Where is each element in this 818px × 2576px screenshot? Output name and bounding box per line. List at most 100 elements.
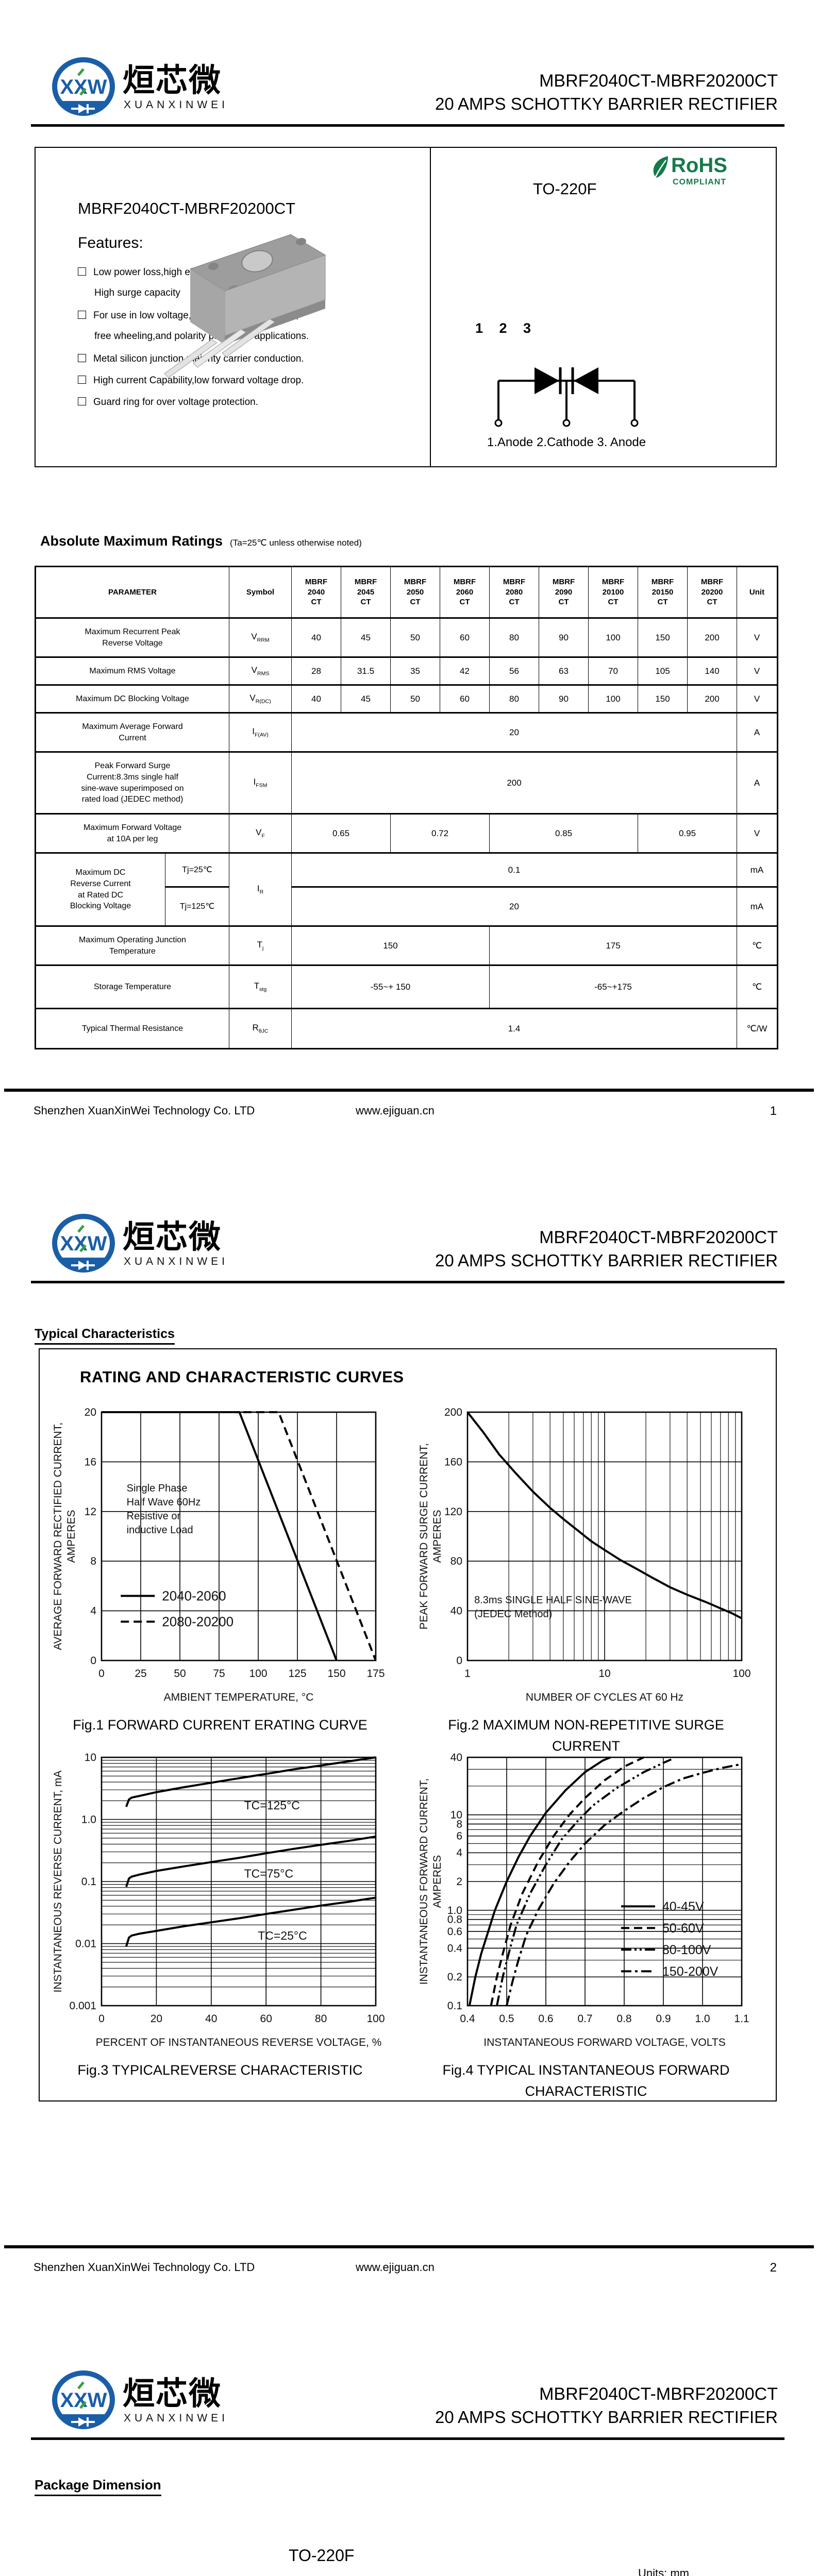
brand-logo-icon: XXW <box>52 1214 115 1273</box>
svg-text:PERCENT OF INSTANTANEOUS REVER: PERCENT OF INSTANTANEOUS REVERSE VOLTAGE… <box>96 2037 382 2048</box>
part-number-title: MBRF2040CT-MBRF20200CT <box>539 1228 778 1247</box>
table-cell: Maximum Average Forward Current <box>35 712 229 753</box>
units-label: Units: mm <box>638 2567 689 2576</box>
typical-characteristics-heading: Typical Characteristics <box>35 1327 175 1345</box>
svg-text:AMPERES: AMPERES <box>431 1510 443 1563</box>
checkbox-icon <box>78 397 86 405</box>
svg-text:200: 200 <box>444 1406 462 1418</box>
table-cell: 60 <box>440 617 490 658</box>
table-cell: Maximum DC Blocking Voltage <box>35 684 229 714</box>
footer-rule <box>4 1089 814 1092</box>
footer-website-link[interactable]: www.ejiguan.cn <box>356 2261 435 2274</box>
svg-text:160: 160 <box>444 1456 462 1468</box>
svg-text:1.0: 1.0 <box>81 1814 96 1826</box>
table-cell: 150 <box>638 617 688 658</box>
table-cell: VRRM <box>229 617 292 658</box>
table-cell: 80 <box>489 684 539 714</box>
curves-box-title: RATING AND CHARACTERISTIC CURVES <box>80 1368 404 1386</box>
page-2: XXW 烜芯微 XUANXINWEI MBRF2040CT-MBRF20200C… <box>0 1157 818 2313</box>
table-cell: ℃ <box>737 964 778 1009</box>
svg-text:0.5: 0.5 <box>499 2013 514 2025</box>
svg-text:0.4: 0.4 <box>447 1942 463 1954</box>
table-cell: 40 <box>291 617 341 658</box>
rohs-leaf-icon <box>653 156 668 178</box>
svg-text:AMPERES: AMPERES <box>65 1510 77 1563</box>
table-cell: VR(DC) <box>229 684 292 714</box>
svg-text:1.0: 1.0 <box>695 2013 710 2025</box>
absolute-maximum-ratings-table: PARAMETER Symbol MBRF 2040 CT MBRF 2045 CT M… <box>35 566 778 1049</box>
svg-text:75: 75 <box>213 1668 225 1680</box>
svg-text:0: 0 <box>456 1655 462 1667</box>
fig3-chart: 0 20 40 60 80 100 0.001 0.01 0.1 1.0 10 TC=125°C TC=… <box>52 1752 385 2048</box>
svg-text:40: 40 <box>450 1752 462 1764</box>
ratings-title-text: Absolute Maximum Ratings <box>40 533 223 549</box>
svg-text:10: 10 <box>85 1752 96 1764</box>
svg-text:0.6: 0.6 <box>538 2013 553 2025</box>
rohs-text: RoHS <box>671 154 727 177</box>
table-cell: V <box>737 684 778 714</box>
footer-website-link[interactable]: www.ejiguan.cn <box>356 1104 435 1117</box>
table-cell: 0.1 <box>291 852 737 888</box>
table-cell: Maximum Operating Junction Temperature <box>35 925 229 966</box>
svg-text:60: 60 <box>260 2013 272 2025</box>
figure-2: 1 10 100 0 40 80 120 160 200 8.3ms SINGLE HALF SI… <box>416 1401 756 1756</box>
table-cell: 70 <box>588 656 638 686</box>
svg-text:2080-20200: 2080-20200 <box>162 1614 233 1630</box>
ratings-title: Absolute Maximum Ratings (Ta=25℃ unless o… <box>40 533 362 549</box>
svg-text:AMBIENT TEMPERATURE, °C: AMBIENT TEMPERATURE, °C <box>164 1691 314 1703</box>
svg-text:INSTANTANEOUS REVERSE CURRENT,: INSTANTANEOUS REVERSE CURRENT, mA <box>52 1771 64 1993</box>
svg-text:0.7: 0.7 <box>577 2013 592 2025</box>
table-cell: -65~+175 <box>489 964 737 1009</box>
svg-text:50-60V: 50-60V <box>662 1921 704 1936</box>
svg-text:0.2: 0.2 <box>447 1971 462 1983</box>
svg-text:2: 2 <box>456 1876 462 1888</box>
svg-text:40: 40 <box>450 1605 462 1617</box>
svg-text:Single Phase: Single Phase <box>127 1483 188 1494</box>
svg-text:0: 0 <box>98 2013 105 2025</box>
table-cell: 0.95 <box>638 813 737 854</box>
table-cell: 140 <box>687 656 737 686</box>
brand-name-en: XUANXINWEI <box>124 1256 229 1267</box>
brand-name-cn: 烜芯微 <box>123 1219 222 1255</box>
table-cell: 40 <box>291 684 341 714</box>
svg-text:PEAK FORWARD SURGE CURRENT,: PEAK FORWARD SURGE CURRENT, <box>418 1443 430 1630</box>
table-cell: 105 <box>638 656 688 686</box>
table-cell: RθJC <box>229 1008 292 1049</box>
svg-text:AVERAGE FORWARD RECTIFIED CURR: AVERAGE FORWARD RECTIFIED CURRENT, <box>52 1422 64 1650</box>
fig2-caption: Fig.2 MAXIMUM NON-REPETITIVE SURGE CURRE… <box>448 1717 724 1754</box>
table-header-cell: MBRF 20200 CT <box>687 566 737 619</box>
checkbox-icon <box>78 354 86 362</box>
svg-text:TC=75°C: TC=75°C <box>244 1867 293 1880</box>
table-cell: 20 <box>291 712 737 753</box>
svg-text:0.1: 0.1 <box>447 2000 462 2012</box>
svg-text:1.0: 1.0 <box>447 1905 462 1917</box>
package-dimension-heading: Package Dimension <box>35 2477 161 2496</box>
svg-text:INSTANTANEOUS FORWARD CURRENT,: INSTANTANEOUS FORWARD CURRENT, <box>418 1778 430 1985</box>
table-cell: 28 <box>291 656 341 686</box>
footer-rule <box>4 2245 814 2248</box>
table-cell: 0.65 <box>291 813 391 854</box>
brand-name-en: XUANXINWEI <box>124 99 229 111</box>
table-cell: mA <box>737 852 778 888</box>
checkbox-icon <box>78 376 86 384</box>
fig2-chart: 1 10 100 0 40 80 120 160 200 8.3ms SINGLE HALF SI… <box>418 1406 751 1703</box>
table-cell: 35 <box>390 656 440 686</box>
table-cell: 90 <box>539 684 589 714</box>
checkbox-icon <box>78 311 86 319</box>
table-cell: IF(AV) <box>229 712 292 753</box>
diode-schematic-icon <box>494 367 639 427</box>
fig4-caption: Fig.4 TYPICAL INSTANTANEOUS FORWARD CHAR… <box>442 2062 730 2099</box>
table-cell: 60 <box>440 684 490 714</box>
page-number: 1 <box>770 1104 777 1118</box>
table-cell: 150 <box>638 684 688 714</box>
table-cell: V <box>737 656 778 686</box>
table-cell: 90 <box>539 617 589 658</box>
svg-text:0.8: 0.8 <box>447 1914 462 1926</box>
table-header-cell: MBRF 2060 CT <box>440 566 490 619</box>
table-cell: VF <box>229 813 292 854</box>
fig4-chart: 0.4 0.5 0.6 0.7 0.8 0.9 1.0 1.10.10.20.40.60.81… <box>418 1752 749 2048</box>
svg-text:100: 100 <box>249 1668 267 1680</box>
svg-text:20: 20 <box>85 1406 96 1418</box>
overview-divider <box>430 148 431 466</box>
svg-text:125: 125 <box>288 1668 306 1680</box>
